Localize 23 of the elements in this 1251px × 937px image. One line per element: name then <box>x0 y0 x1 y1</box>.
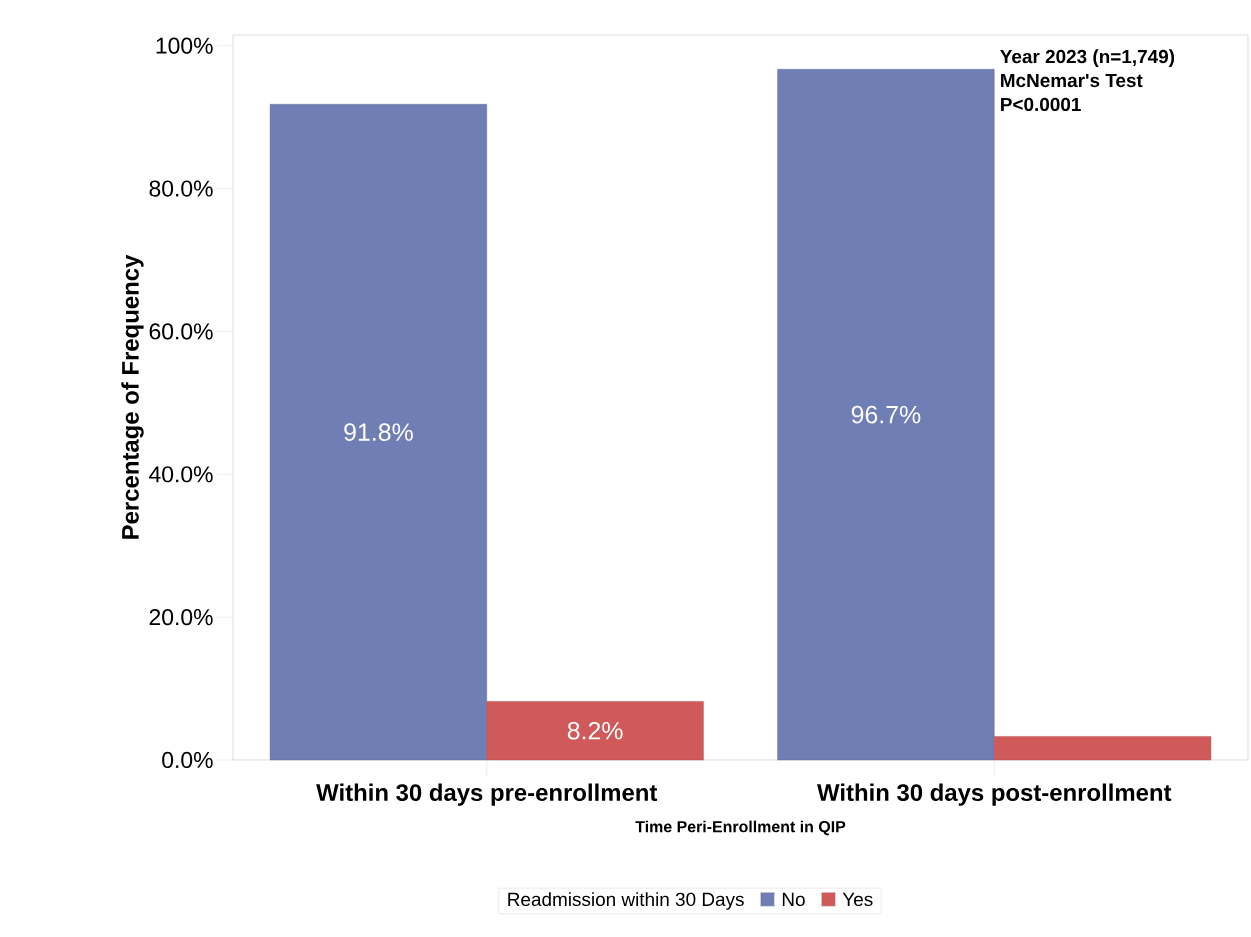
data-label: 8.2% <box>567 721 623 740</box>
annotation: P<0.0001 <box>1001 97 1081 112</box>
x-tick-label: Within 30 days pre-enrollment <box>316 783 658 806</box>
y-tick-label: 0.0% <box>162 751 213 769</box>
bar <box>486 701 704 761</box>
y-tick-label: 40.0% <box>149 466 213 483</box>
data-label: 91.8% <box>344 423 413 441</box>
bar <box>994 736 1212 761</box>
y-tick-label: 20.0% <box>149 609 213 626</box>
legend-title: Readmission within 30 Days <box>508 892 744 910</box>
annotation: Year 2023 (n=1,749) <box>1000 49 1175 68</box>
y-tick-label: 80.0% <box>149 180 213 197</box>
legend-label: Yes <box>842 892 873 907</box>
bar <box>777 69 995 761</box>
y-tick-label: 60.0% <box>149 323 213 340</box>
y-axis-title: Percentage of Frequency <box>121 254 144 539</box>
bar <box>269 104 487 761</box>
legend-label: No <box>782 892 805 907</box>
x-tick-label: Within 30 days post-enrollment <box>817 783 1172 806</box>
x-axis-title: Time Peri-Enrollment in QIP <box>635 820 846 836</box>
y-tick-label: 100% <box>156 37 213 54</box>
data-label: 96.7% <box>851 405 921 424</box>
annotation: McNemar's Test <box>1001 73 1143 88</box>
